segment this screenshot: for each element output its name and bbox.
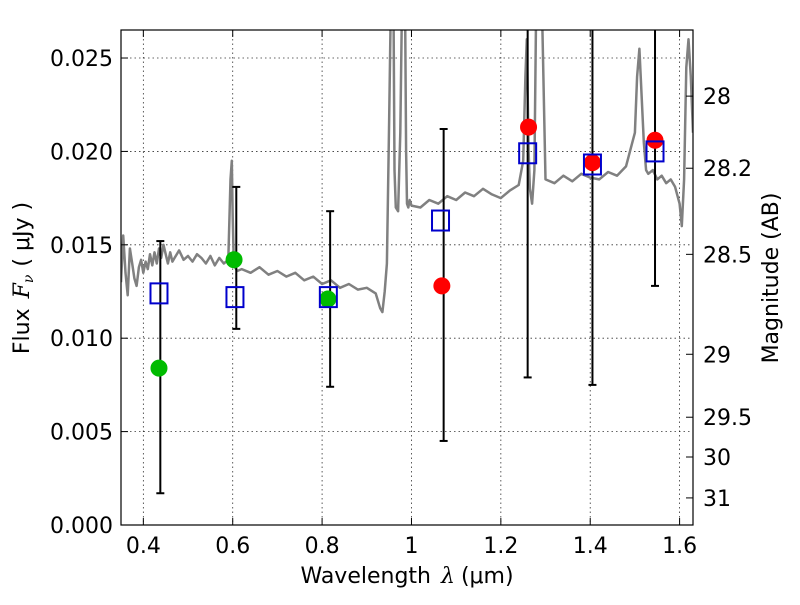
data-point [646,131,664,149]
y-axis-unit: ( μJy ) [10,202,35,267]
y2-tick-label: 29 [703,343,731,368]
model-point [431,209,451,232]
y2-tick-label: 29.5 [703,406,752,431]
y-tick-label: 0.015 [50,234,113,259]
x-tick-label: 1.6 [662,534,697,559]
y-axis-fnu-symbol: F [10,282,35,299]
y-tick-label: 0.010 [50,327,113,352]
spectrum-line [121,30,693,314]
x-axis-label: Wavelength [300,564,431,589]
data-point [319,290,337,308]
data-point [583,154,601,172]
data-point [433,277,451,295]
axis-ticks: 0.4 0.6 0.8 1 1.2 1.4 1.6 0.000 0.005 0.010 0.015 0… [50,30,752,559]
data-point [520,118,538,136]
model-point [225,286,245,309]
model-point [645,140,665,163]
y2-axis-label: Magnitude (AB) [759,193,784,364]
y-tick-label: 0.020 [50,140,113,165]
x-tick-label: 0.6 [215,534,250,559]
plot-frame [120,29,694,526]
model-point [318,286,338,309]
marker-layer [149,118,665,377]
x-tick-label: 1.4 [573,534,608,559]
x-axis-lambda-symbol: λ [440,564,455,589]
y-axis-nu-subscript: ν [21,274,37,283]
y2-tick-label: 31 [703,487,731,512]
model-point [149,282,169,305]
y-tick-label: 0.000 [50,514,113,539]
y-axis-label: Flux [10,308,35,354]
data-point [150,359,168,377]
y2-tick-label: 28.2 [703,157,752,182]
error-bar [523,30,532,379]
data-point [225,251,243,269]
y-tick-label: 0.025 [50,47,113,72]
x-tick-label: 1.2 [483,534,518,559]
y-tick-label: 0.005 [50,421,113,446]
y2-tick-label: 28.5 [703,243,752,268]
model-point [582,153,602,176]
x-tick-label: 0.4 [126,534,161,559]
spectrum-layer [121,30,693,314]
x-tick-label: 1 [404,534,418,559]
y-axis-title: Flux Fν ( μJy ) [10,202,37,354]
x-axis-title: Wavelength λ (μm) [300,564,513,589]
y2-tick-label: 28 [703,85,731,110]
x-tick-label: 0.8 [305,534,340,559]
error-bar [651,30,660,287]
model-point [518,142,538,165]
x-axis-unit: (μm) [461,564,514,589]
y2-tick-label: 30 [703,446,731,471]
